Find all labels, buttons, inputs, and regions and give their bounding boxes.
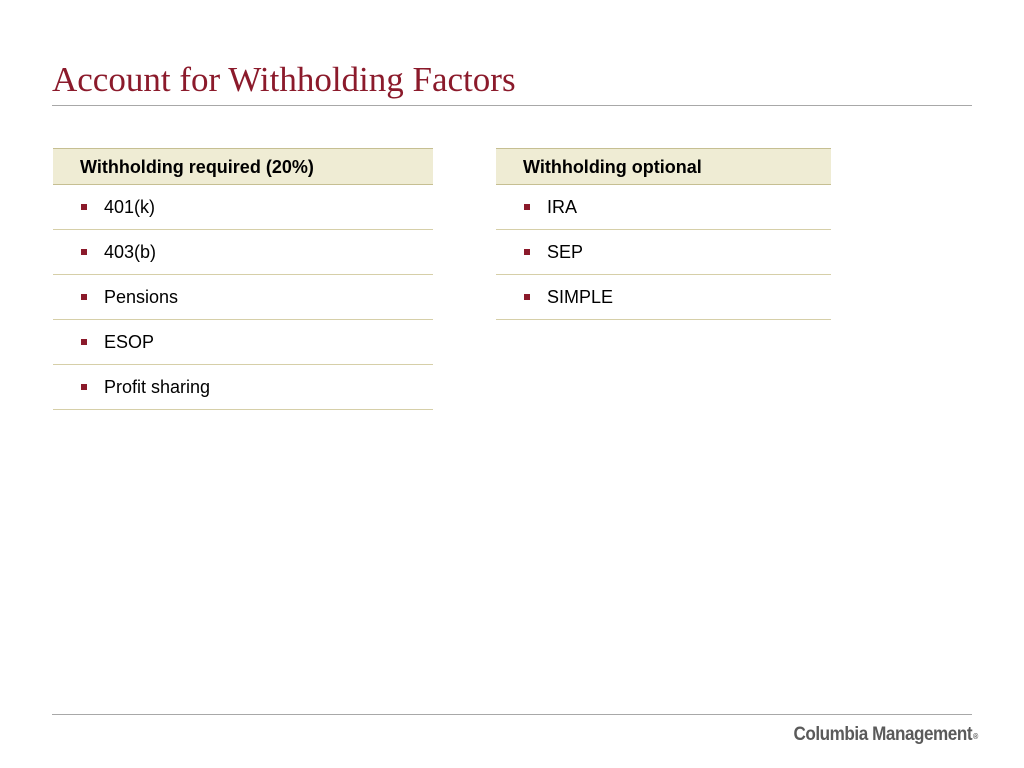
- withholding-required-column: Withholding required (20%) 401(k) 403(b) P…: [53, 148, 433, 410]
- list-item-label: IRA: [547, 196, 578, 217]
- list-item-label: SIMPLE: [547, 286, 614, 307]
- list-item: SEP: [496, 230, 831, 275]
- title-divider: [52, 105, 972, 106]
- square-bullet-icon: [81, 294, 87, 300]
- list-item: SIMPLE: [496, 275, 831, 320]
- withholding-optional-column: Withholding optional IRA SEP SIMPLE: [496, 148, 831, 320]
- slide-title: Account for Withholding Factors: [52, 60, 516, 99]
- list-item-label: 403(b): [104, 241, 157, 262]
- column-header-required: Withholding required (20%): [53, 148, 433, 185]
- list-item-label: Pensions: [104, 286, 179, 307]
- square-bullet-icon: [81, 249, 87, 255]
- square-bullet-icon: [524, 294, 530, 300]
- square-bullet-icon: [524, 249, 530, 255]
- logo-text: Columbia Management: [793, 724, 973, 745]
- list-item-label: SEP: [547, 241, 584, 262]
- list-item: 403(b): [53, 230, 433, 275]
- square-bullet-icon: [524, 204, 530, 210]
- list-item: IRA: [496, 185, 831, 230]
- columbia-management-logo: Columbia Management®: [793, 722, 979, 748]
- square-bullet-icon: [81, 384, 87, 390]
- list-item: Pensions: [53, 275, 433, 320]
- square-bullet-icon: [81, 204, 87, 210]
- list-item: 401(k): [53, 185, 433, 230]
- registered-mark: ®: [973, 732, 978, 741]
- list-item: Profit sharing: [53, 365, 433, 410]
- column-header-optional: Withholding optional: [496, 148, 831, 185]
- list-item: ESOP: [53, 320, 433, 365]
- footer-divider: [52, 714, 972, 715]
- required-list: 401(k) 403(b) Pensions ESOP Profit sharing: [53, 185, 433, 410]
- list-item-label: Profit sharing: [104, 376, 211, 397]
- optional-list: IRA SEP SIMPLE: [496, 185, 831, 320]
- list-item-label: 401(k): [104, 196, 156, 217]
- list-item-label: ESOP: [104, 331, 155, 352]
- square-bullet-icon: [81, 339, 87, 345]
